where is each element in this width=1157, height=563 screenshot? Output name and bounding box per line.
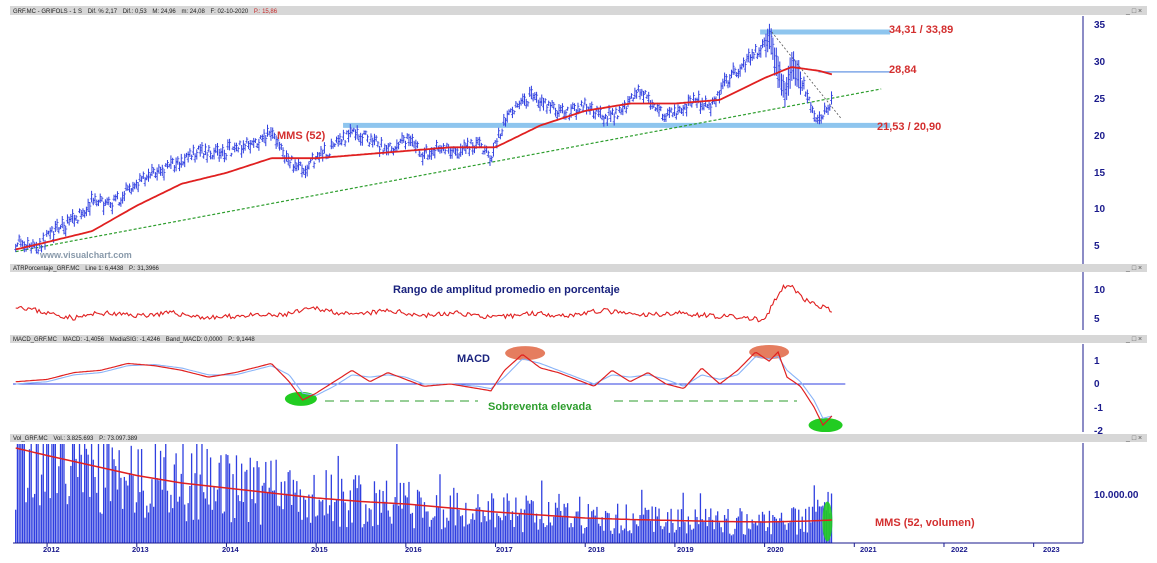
resistance-label: 34,31 / 33,89: [889, 24, 953, 36]
header-item: MACD_GRF.MC: [13, 337, 58, 343]
volume-panel-header: Vol_GRF.MC Vol.: 3.825.693 P.: 73.097.38…: [13, 436, 138, 442]
header-item: Dif.: 0,53: [123, 9, 148, 15]
trendline: [15, 88, 882, 253]
macd-panel-header: MACD_GRF.MC MACD: -1,4056 MediaSIG: -1,4…: [13, 337, 255, 343]
sma-level-label: 28,84: [889, 64, 917, 76]
y-tick-label: 15: [1094, 168, 1106, 179]
year-label: 2017: [496, 545, 513, 554]
y-tick-label: 10: [1094, 204, 1106, 215]
y-tick-label: 1: [1094, 356, 1100, 367]
atr-panel-header: ATRPorcentaje_GRF.MC Line 1: 6,4438 P.: …: [13, 266, 160, 272]
volume-highlight: [822, 501, 833, 542]
y-tick-label: 35: [1094, 20, 1106, 31]
atr-title: Rango de amplitud promedio en porcentaje: [393, 284, 620, 296]
y-tick-label: 5: [1094, 241, 1100, 252]
signal-line: [15, 355, 833, 419]
volume-mms-label: MMS (52, volumen): [875, 517, 975, 529]
year-label: 2022: [951, 545, 968, 554]
oversold-marker: [808, 418, 843, 432]
y-tick-label: 25: [1094, 94, 1106, 105]
header-item: P.: 9,1448: [228, 337, 255, 343]
year-label: 2020: [767, 545, 784, 554]
window-buttons[interactable]: _ □ ×: [1125, 435, 1142, 442]
year-label: 2012: [43, 545, 60, 554]
atr-panel: ATRPorcentaje_GRF.MC Line 1: 6,4438 P.: …: [10, 264, 1147, 330]
macd-panel: MACD_GRF.MC MACD: -1,4056 MediaSIG: -1,4…: [10, 335, 1147, 437]
y-tick-label: -2: [1094, 426, 1103, 437]
header-item: m: 24,08: [181, 9, 205, 15]
header-item: M: 24,96: [152, 9, 176, 15]
header-item: Vol.: 3.825.693: [53, 436, 94, 442]
oversold-label: Sobreventa elevada: [488, 401, 592, 413]
x-axis: 2012 2013 2014 2015 2016 2017 2018 2019 …: [13, 542, 1083, 554]
volume-bars: [15, 444, 833, 543]
header-item: MACD: -1,4056: [63, 337, 105, 343]
header-item: Vol_GRF.MC: [13, 436, 48, 442]
volume-marks: [15, 444, 833, 543]
volume-sma-line: [15, 447, 832, 523]
header-item: P.: 73.097.389: [99, 436, 138, 442]
header-item: Band_MACD: 0,0000: [166, 337, 223, 343]
header-item: P.: 15,86: [254, 9, 278, 15]
oversold-marker: [284, 391, 317, 406]
price-panel-header-bar: [10, 6, 1147, 15]
header-item: MediaSIG: -1,4246: [110, 337, 161, 343]
year-label: 2015: [311, 545, 328, 554]
macd-line: [15, 350, 833, 427]
atr-line: [15, 283, 833, 323]
year-label: 2018: [588, 545, 605, 554]
mms-label: MMS (52): [277, 130, 326, 142]
price-panel: GRF.MC - GRIFOLS - 1 S Dif. % 2,17 Dif.:…: [10, 6, 1147, 264]
y-tick-label: 20: [1094, 131, 1106, 142]
y-tick-label: -1: [1094, 403, 1103, 414]
watermark: www.visualchart.com: [39, 250, 132, 260]
year-label: 2016: [405, 545, 422, 554]
overbought-marker: [505, 346, 546, 361]
year-label: 2019: [677, 545, 694, 554]
macd-title: MACD: [457, 353, 490, 365]
window-buttons[interactable]: _ □ ×: [1125, 265, 1142, 272]
y-tick-label: 5: [1094, 314, 1100, 325]
header-item: Line 1: 6,4438: [85, 266, 124, 272]
macd-panel-header-bar: [10, 335, 1147, 343]
y-tick-label: 10: [1094, 285, 1106, 296]
macd-marks: [13, 345, 846, 432]
window-buttons[interactable]: _ □ ×: [1125, 8, 1142, 15]
year-label: 2023: [1043, 545, 1060, 554]
header-item: ATRPorcentaje_GRF.MC: [13, 266, 80, 272]
atr-marks: [15, 283, 833, 323]
header-item: P.: 31,3966: [129, 266, 160, 272]
year-label: 2021: [860, 545, 877, 554]
sma-line: [15, 66, 833, 251]
y-tick-label: 30: [1094, 57, 1106, 68]
volume-panel: Vol_GRF.MC Vol.: 3.825.693 P.: 73.097.38…: [10, 434, 1147, 543]
header-item: Dif. % 2,17: [88, 9, 118, 15]
price-marks: [14, 23, 891, 255]
price-panel-header: GRF.MC - GRIFOLS - 1 S Dif. % 2,17 Dif.:…: [13, 9, 278, 15]
atr-panel-header-bar: [10, 264, 1147, 272]
year-label: 2014: [222, 545, 240, 554]
header-item: F: 02-10-2020: [210, 9, 248, 15]
volume-panel-header-bar: [10, 434, 1147, 442]
x-ticks: [46, 543, 1035, 547]
header-item: GRF.MC - GRIFOLS - 1 S: [13, 9, 82, 15]
y-tick-label: 10.000.00: [1094, 490, 1139, 501]
support-label: 21,53 / 20,90: [877, 121, 941, 133]
price-bars: [14, 23, 834, 255]
price-plot-area: [13, 16, 1083, 264]
year-label: 2013: [132, 545, 149, 554]
window-buttons[interactable]: _ □ ×: [1125, 336, 1142, 343]
price-y-ticks: 35 30 25 20 15 10 5: [1094, 20, 1106, 252]
y-tick-label: 0: [1094, 379, 1100, 390]
